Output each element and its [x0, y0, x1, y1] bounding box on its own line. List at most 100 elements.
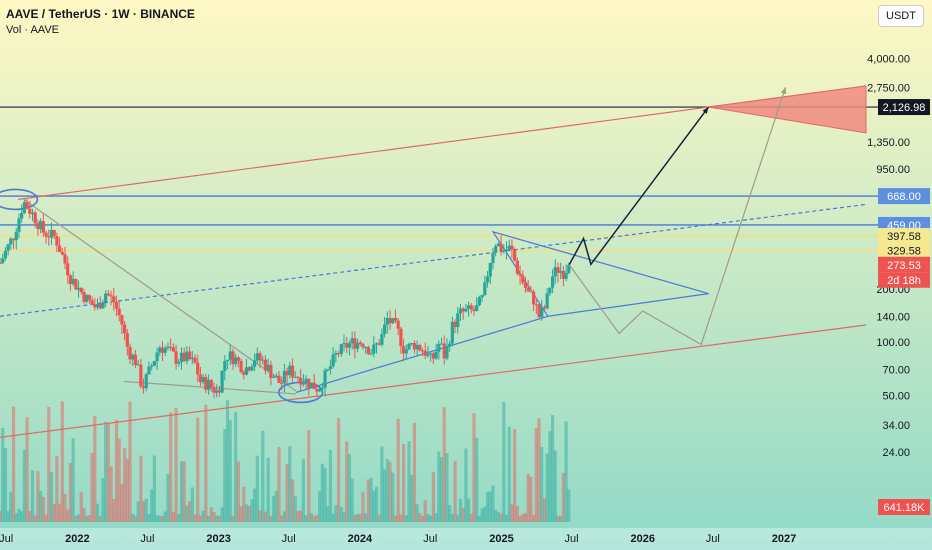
volume-bar	[1, 427, 5, 522]
volume-bar	[128, 401, 132, 522]
candle-body	[217, 390, 222, 393]
candles[interactable]	[0, 199, 571, 399]
candle-body	[304, 378, 308, 383]
forecast-path-bullish	[568, 106, 710, 267]
volume-bar	[380, 446, 384, 522]
candle-body	[152, 361, 156, 366]
volume-bar	[429, 515, 433, 522]
candle-body	[361, 344, 365, 348]
currency-button[interactable]: USDT	[878, 5, 924, 27]
candle-body	[477, 297, 482, 306]
volume-bar	[9, 491, 13, 522]
candle-body	[293, 376, 297, 378]
candle-body	[225, 359, 230, 361]
volume-bar	[47, 406, 51, 522]
candle-body	[491, 252, 495, 264]
volume-bar	[532, 514, 536, 522]
candle-body	[174, 351, 178, 364]
volume-bar	[464, 448, 468, 522]
candle-body	[318, 388, 322, 392]
y-tick-label: 1,350.00	[867, 137, 910, 149]
candle-body	[372, 344, 376, 354]
candle-body	[63, 254, 67, 264]
volume-bar	[407, 441, 411, 522]
candle-body	[494, 246, 498, 253]
volume-bar	[131, 513, 135, 522]
volume-bar	[106, 423, 110, 522]
forecast-arrowhead	[780, 87, 787, 95]
volume-bar	[244, 504, 249, 522]
volume-bar	[523, 513, 528, 522]
trend-line-descending-resistance	[23, 198, 297, 392]
x-tick-label: Jul	[564, 533, 578, 545]
volume-bar	[423, 500, 427, 522]
candle-body	[104, 293, 108, 303]
candle-body	[66, 263, 70, 276]
volume-bar	[220, 507, 224, 522]
candle-body	[90, 299, 94, 305]
candle-body	[244, 367, 249, 375]
volume-bar	[293, 496, 297, 522]
candle-body	[204, 377, 208, 390]
volume-bar	[174, 407, 178, 522]
candle-body	[169, 346, 173, 348]
volume-bar	[491, 485, 495, 522]
volume-bar	[25, 417, 29, 522]
candle-body	[521, 275, 525, 283]
volume-value-label: 641.18K	[884, 502, 926, 514]
candle-body	[139, 364, 143, 387]
volume-bar	[196, 417, 200, 522]
volume-bar	[431, 471, 435, 522]
candle-body	[480, 295, 484, 298]
volume-bar	[477, 515, 482, 522]
candle-body	[485, 276, 490, 283]
volume-bar	[318, 491, 322, 522]
candle-body	[309, 382, 314, 389]
volume-bar	[475, 437, 479, 522]
candle-body	[47, 236, 51, 238]
volume-bar	[559, 515, 563, 522]
volume-bar	[442, 407, 446, 522]
volume-bar	[328, 449, 333, 522]
forecast-paths[interactable]	[568, 87, 787, 346]
volume-bar	[282, 511, 287, 522]
forecast-arrowhead	[702, 107, 709, 114]
candle-body	[122, 324, 127, 334]
volume-bar	[526, 473, 530, 522]
volume-bar	[133, 515, 138, 522]
volume-bar	[445, 453, 449, 522]
volume-bar	[79, 491, 83, 522]
volume-bar	[507, 426, 511, 522]
volume-bar	[515, 505, 519, 522]
x-tick-label: Jul	[0, 533, 13, 545]
countdown-box	[878, 272, 930, 288]
candle-body	[117, 308, 121, 316]
candle-body	[537, 304, 541, 318]
volume-bar	[228, 420, 232, 522]
volume-bar	[561, 472, 566, 522]
candle-body	[561, 270, 566, 279]
volume-bar	[537, 418, 541, 522]
volume-bar	[60, 401, 64, 522]
volume-bar	[439, 457, 444, 522]
volume-bar	[534, 427, 538, 522]
trend-lines[interactable]	[0, 85, 867, 438]
candle-body	[407, 343, 411, 350]
candle-body	[228, 351, 232, 360]
candle-body	[87, 295, 91, 300]
candle-body	[548, 287, 552, 294]
candle-body	[220, 370, 224, 393]
volume-bar	[410, 475, 414, 522]
volume-bar	[420, 515, 425, 522]
volume-bar	[564, 421, 568, 522]
candle-body	[334, 353, 338, 355]
candle-body	[326, 369, 330, 371]
candle-body	[242, 372, 246, 375]
volume-bar	[166, 473, 170, 522]
candle-body	[163, 348, 167, 353]
candle-body	[57, 245, 62, 252]
candle-body	[11, 238, 16, 241]
candle-body	[82, 292, 86, 302]
